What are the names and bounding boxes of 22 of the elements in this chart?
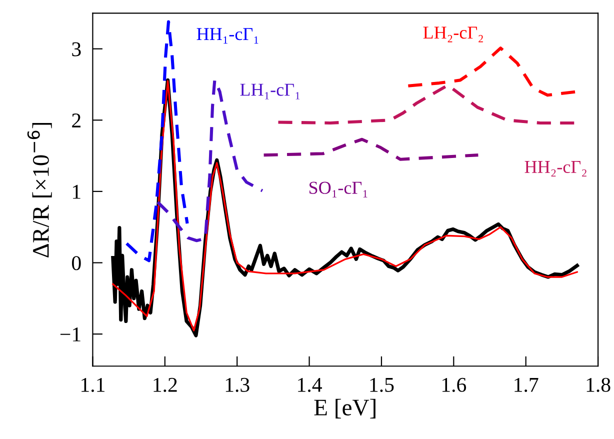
x-axis-title: E [eV]: [314, 398, 376, 418]
x-tick-label: 1.6: [442, 378, 466, 392]
x-tick-label: 1.7: [514, 378, 538, 392]
y-tick-label: 2: [72, 114, 80, 128]
x-tick-label: 1.3: [226, 378, 250, 392]
line-series: [125, 20, 189, 262]
x-tick-label: 1.5: [370, 378, 394, 392]
series-label: HH₁-cΓ₁: [196, 28, 258, 44]
text: HH₂-cΓ₂: [524, 161, 586, 177]
y-axis-title: ΔR/R [×10$^{−6}$]: [27, 122, 52, 258]
y-tick-label: 3: [72, 42, 81, 56]
x-tick-label: 1.1: [82, 378, 104, 392]
x-tick-label: 1.2: [154, 378, 177, 392]
x-tick-label: 1.8: [586, 378, 610, 392]
y-tick-label: 1: [73, 184, 80, 199]
series-label: LH₁-cΓ₁: [240, 84, 300, 100]
series-label: SO₁-cΓ₁: [310, 182, 368, 198]
series-label: LH₂-cΓ₂: [423, 26, 483, 42]
x-tick-label: 1.4: [298, 378, 322, 392]
y-tick-label: −1: [60, 328, 80, 342]
line-series: [262, 138, 480, 161]
y-tick-label: 0: [72, 256, 81, 270]
